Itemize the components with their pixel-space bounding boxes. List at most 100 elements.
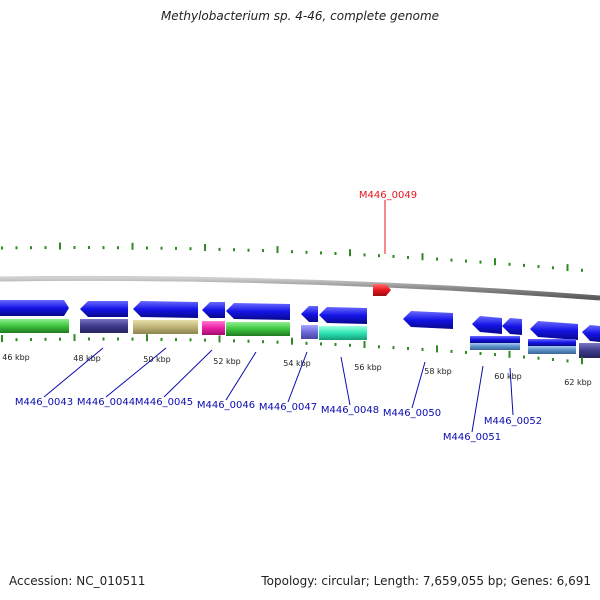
upper-tick [334,252,337,255]
lower-scale-ticks [1,334,583,365]
upper-tick [131,242,134,250]
upper-tick [436,257,438,261]
lower-tick [392,346,395,350]
gene-arrow[interactable] [319,307,367,324]
upper-tick [262,249,264,253]
upper-tick [494,258,496,266]
lower-tick [204,338,206,342]
scale-label: 52 kbp [213,357,241,366]
gene-arrow[interactable] [0,300,69,316]
gene-label[interactable]: M446_0050 [383,408,441,419]
gene-arrow[interactable] [226,303,290,320]
gene-arrow[interactable] [582,325,600,342]
gene-label[interactable]: M446_0051 [443,432,501,443]
lower-tick [247,339,250,343]
category-bar [226,322,290,336]
gene-bar[interactable] [579,343,600,358]
upper-tick [44,246,47,250]
lower-tick [305,341,308,345]
scale-label: 60 kbp [494,372,522,381]
upper-tick [465,259,467,263]
upper-tick [1,246,3,250]
gene-arrow[interactable] [133,301,198,318]
category-bar [133,320,198,334]
scale-label: 50 kbp [143,355,171,364]
highlight-gene-label[interactable]: M446_0049 [359,190,417,201]
upper-tick [175,246,177,250]
gene-arrow[interactable] [80,301,128,317]
topology-text: Topology: circular; Length: 7,659,055 bp… [261,574,591,588]
lower-tick [349,343,351,347]
upper-tick [233,248,235,252]
upper-tick [523,263,525,267]
upper-tick [581,268,583,272]
lower-tick [15,338,18,342]
upper-tick [566,264,569,272]
highlight-gene-arrow[interactable] [373,284,391,296]
lower-tick [363,341,366,348]
gene-bar[interactable] [528,346,576,354]
reverse-strand-genes [0,300,600,342]
gene-label[interactable]: M446_0044 [77,397,135,408]
lower-tick [334,343,337,346]
upper-tick [450,258,453,262]
gene-bar[interactable] [528,339,576,346]
accession-text: Accession: NC_010511 [9,574,146,588]
gene-label[interactable]: M446_0052 [484,416,542,427]
upper-tick [88,246,90,249]
gene-bar[interactable] [470,343,520,350]
gene-arrow[interactable] [502,318,522,335]
genome-title: Methylobacterium sp. 4-46, complete geno… [160,9,440,23]
secondary-strand-genes [470,336,600,358]
lower-tick [131,337,134,341]
gene-label[interactable]: M446_0043 [15,397,73,408]
lower-tick [450,349,453,353]
lower-tick [73,334,76,342]
lower-tick [291,337,293,345]
upper-tick [320,251,322,255]
scale-label: 56 kbp [354,363,382,372]
gene-bar[interactable] [470,336,520,343]
category-bars [0,319,367,340]
lower-tick [494,353,496,357]
category-bar [0,319,69,333]
lower-tick [189,338,192,342]
gene-label[interactable]: M446_0048 [321,405,379,416]
lower-tick [421,347,424,351]
upper-tick [102,246,105,250]
lower-tick [102,337,105,341]
upper-tick [146,246,148,250]
lower-tick [175,338,177,342]
lower-tick [233,339,235,343]
lower-tick [320,342,322,346]
gene-arrow[interactable] [301,306,318,322]
upper-tick [552,266,554,270]
upper-scale-ticks [1,242,583,272]
upper-tick [204,244,206,251]
lower-tick [523,355,525,359]
upper-tick [349,249,351,257]
gene-label[interactable]: M446_0046 [197,400,255,411]
gene-label[interactable]: M446_0045 [135,397,193,408]
upper-tick [15,246,18,250]
lower-tick [44,337,47,341]
genome-backbone [0,275,600,301]
upper-tick [378,254,380,258]
upper-tick [117,246,119,250]
gene-arrow[interactable] [202,302,225,318]
lower-tick [378,345,380,349]
gene-arrow[interactable] [530,321,578,340]
lower-tick [407,347,409,350]
lower-tick [436,345,438,353]
lower-tick [262,340,264,344]
upper-tick [73,246,76,249]
lower-tick [479,352,482,355]
gene-arrow[interactable] [472,316,502,334]
category-bar [319,326,367,340]
upper-tick [189,247,192,251]
gene-labels: M446_0043 M446_0044 M446_0045 M446_0046 … [15,397,542,443]
gene-label[interactable]: M446_0047 [259,402,317,413]
gene-arrow[interactable] [403,311,453,329]
lower-tick [276,340,279,344]
